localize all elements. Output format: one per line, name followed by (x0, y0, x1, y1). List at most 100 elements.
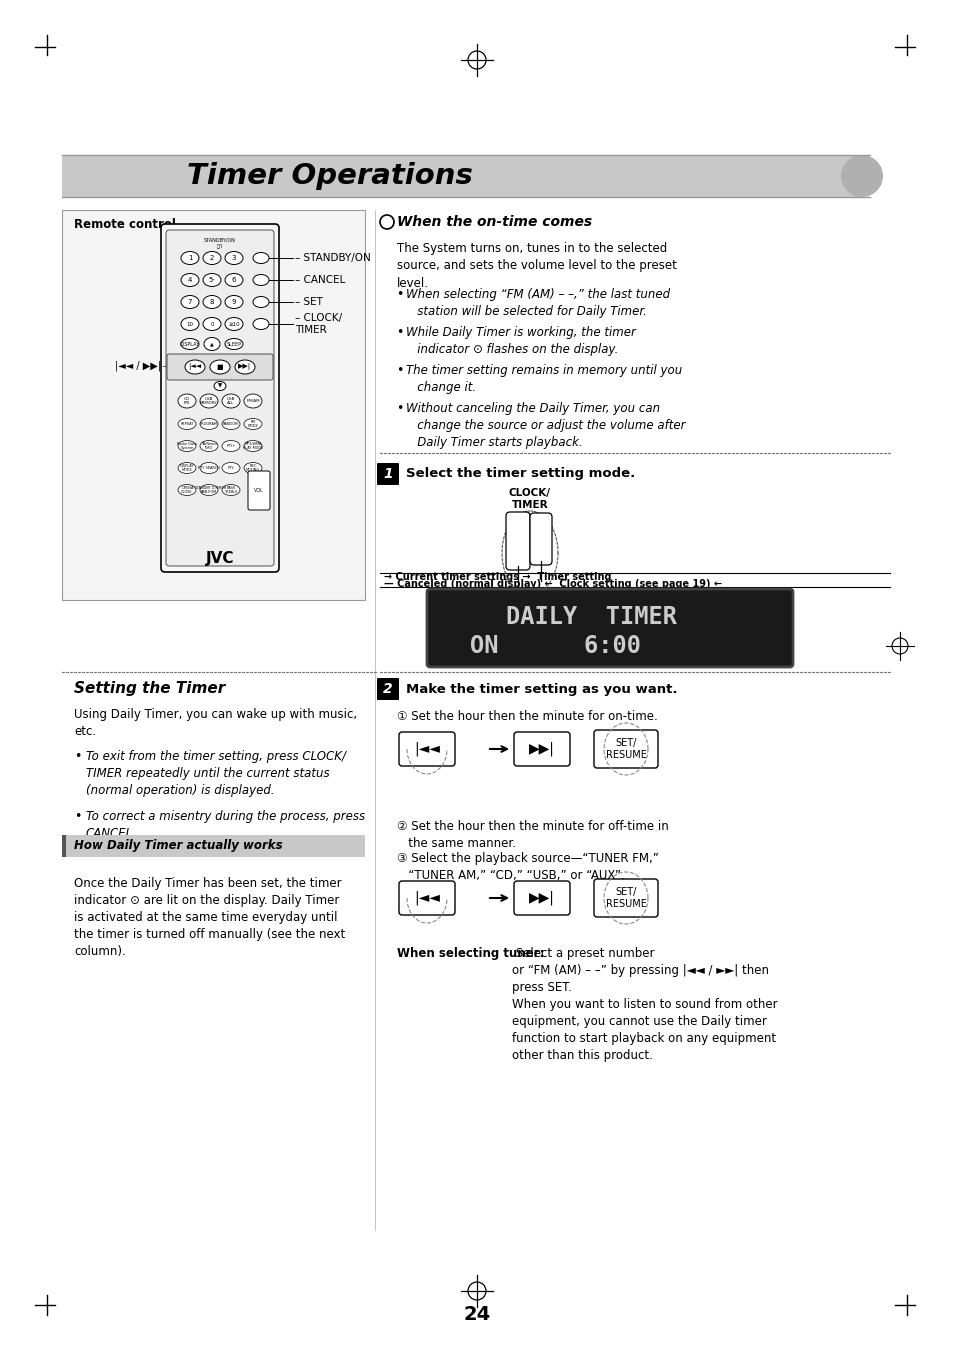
Text: JVC: JVC (206, 550, 234, 566)
Text: DISPLAY
MODE: DISPLAY MODE (179, 463, 194, 473)
Text: 9: 9 (232, 299, 236, 305)
FancyBboxPatch shape (398, 732, 455, 766)
Text: TA/News/
INFO: TA/News/ INFO (201, 442, 216, 450)
Ellipse shape (204, 338, 220, 350)
Ellipse shape (253, 319, 269, 330)
Ellipse shape (200, 462, 218, 473)
Ellipse shape (222, 394, 240, 408)
Text: 8: 8 (210, 299, 214, 305)
Text: •: • (395, 403, 403, 415)
Text: 6: 6 (232, 277, 236, 282)
Ellipse shape (181, 251, 199, 265)
Text: 10: 10 (186, 322, 193, 327)
Bar (62, 209, 365, 600)
Text: 2: 2 (210, 255, 214, 261)
Text: BASS
TREBLE: BASS TREBLE (224, 486, 237, 494)
Text: Timer Operations: Timer Operations (187, 162, 473, 190)
Text: PTY+: PTY+ (226, 444, 235, 449)
Text: ON      6:00: ON 6:00 (470, 634, 640, 658)
Text: Select a preset number
or “FM (AM) – –” by pressing |◄◄ / ►►| then
press SET.
Wh: Select a preset number or “FM (AM) – –” … (512, 947, 777, 1062)
Text: PROGRAM: PROGRAM (200, 422, 217, 426)
Ellipse shape (178, 462, 195, 473)
Text: When selecting tuner:: When selecting tuner: (396, 947, 544, 961)
Ellipse shape (178, 419, 195, 430)
Ellipse shape (253, 253, 269, 263)
Bar (62, 835, 365, 857)
Text: ≥10: ≥10 (228, 322, 239, 327)
Ellipse shape (225, 317, 243, 331)
FancyBboxPatch shape (594, 730, 658, 767)
Ellipse shape (244, 462, 262, 473)
FancyBboxPatch shape (161, 224, 278, 571)
Text: 1: 1 (383, 467, 393, 481)
Ellipse shape (213, 381, 226, 390)
Text: 2: 2 (383, 682, 393, 696)
Text: To exit from the timer setting, press CLOCK/
TIMER repeatedly until the current : To exit from the timer setting, press CL… (86, 750, 346, 797)
Text: MP3/WMA
PLAY MODE: MP3/WMA PLAY MODE (243, 442, 263, 450)
Text: Setting the Timer: Setting the Timer (74, 681, 225, 697)
Text: REC
MUTING: REC MUTING (246, 463, 260, 473)
Text: ▼: ▼ (217, 384, 222, 389)
Text: While Daily Timer is working, the timer
   indicator ⊙ flashes on the display.: While Daily Timer is working, the timer … (406, 326, 636, 357)
FancyBboxPatch shape (427, 589, 792, 667)
Text: Once the Daily Timer has been set, the timer
indicator ⊙ are lit on the display.: Once the Daily Timer has been set, the t… (74, 877, 345, 958)
Text: CD
P/II: CD P/II (184, 397, 190, 405)
FancyBboxPatch shape (514, 881, 569, 915)
FancyBboxPatch shape (248, 471, 270, 509)
Ellipse shape (181, 273, 199, 286)
Text: RANDOM: RANDOM (223, 422, 238, 426)
Text: How Daily Timer actually works: How Daily Timer actually works (74, 839, 282, 852)
Ellipse shape (181, 339, 199, 350)
Text: |◄◄ / ▶▶|: |◄◄ / ▶▶| (115, 361, 161, 372)
FancyBboxPatch shape (376, 678, 398, 700)
Text: SET/
RESUME: SET/ RESUME (605, 888, 646, 909)
Text: FM
MODE: FM MODE (248, 420, 258, 428)
Text: PTY SEARCH: PTY SEARCH (198, 466, 220, 470)
Text: VOL: VOL (253, 488, 264, 493)
Ellipse shape (225, 296, 243, 308)
Ellipse shape (225, 273, 243, 286)
Ellipse shape (222, 440, 240, 451)
Text: DISPLAY: DISPLAY (180, 342, 200, 346)
Ellipse shape (210, 359, 230, 374)
Text: SLEEP: SLEEP (226, 342, 241, 346)
Text: |◄◄: |◄◄ (414, 742, 439, 757)
Text: |◄◄: |◄◄ (414, 890, 439, 905)
Text: |◄◄: |◄◄ (189, 363, 201, 370)
Text: SET/
RESUME: SET/ RESUME (605, 738, 646, 759)
Ellipse shape (234, 359, 254, 374)
Ellipse shape (244, 419, 262, 430)
Text: → Current timer settings →  Timer setting: → Current timer settings → Timer setting (384, 571, 611, 582)
Text: •: • (395, 288, 403, 301)
Text: 1: 1 (188, 255, 193, 261)
FancyBboxPatch shape (376, 463, 398, 485)
Text: ② Set the hour then the minute for off-time in
   the same manner.: ② Set the hour then the minute for off-t… (396, 820, 668, 850)
Text: A·STANDBY DIMMER
ABB.PGM: A·STANDBY DIMMER ABB.PGM (192, 486, 227, 494)
Text: Select the timer setting mode.: Select the timer setting mode. (406, 467, 635, 481)
Ellipse shape (222, 485, 240, 496)
Text: ▶▶|: ▶▶| (238, 363, 252, 370)
Ellipse shape (178, 394, 195, 408)
FancyBboxPatch shape (167, 354, 273, 380)
Ellipse shape (200, 394, 218, 408)
Text: Remote control: Remote control (74, 219, 175, 231)
Text: Make the timer setting as you want.: Make the timer setting as you want. (406, 682, 677, 696)
Text: USB
ALL: USB ALL (227, 397, 235, 405)
Text: 3: 3 (232, 255, 236, 261)
Text: ① Set the hour then the minute for on-time.: ① Set the hour then the minute for on-ti… (396, 711, 657, 723)
FancyBboxPatch shape (530, 513, 552, 565)
Text: REPEAT: REPEAT (180, 422, 193, 426)
Ellipse shape (225, 339, 243, 350)
Ellipse shape (200, 440, 218, 451)
Text: The timer setting remains in memory until you
   change it.: The timer setting remains in memory unti… (406, 363, 681, 394)
Text: Using Daily Timer, you can wake up with music,
etc.: Using Daily Timer, you can wake up with … (74, 708, 356, 738)
Text: – STANDBY/ON: – STANDBY/ON (294, 253, 371, 263)
Text: ▶▶|: ▶▶| (529, 742, 555, 757)
FancyBboxPatch shape (62, 155, 862, 197)
Text: 24: 24 (463, 1305, 490, 1324)
Circle shape (841, 155, 882, 197)
Text: FM/AM: FM/AM (246, 399, 259, 403)
Ellipse shape (178, 485, 195, 496)
Ellipse shape (203, 273, 221, 286)
FancyBboxPatch shape (514, 732, 569, 766)
